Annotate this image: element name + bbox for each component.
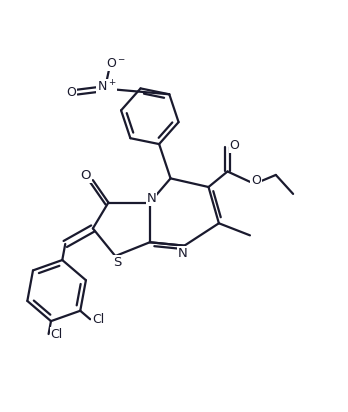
Text: O: O [66, 86, 76, 98]
Text: N: N [147, 192, 157, 205]
Text: Cl: Cl [92, 313, 104, 326]
Text: N: N [178, 247, 188, 260]
Text: S: S [113, 256, 121, 269]
Text: O: O [229, 139, 239, 152]
Text: O$^-$: O$^-$ [106, 57, 126, 70]
Text: O: O [81, 169, 91, 183]
Text: Cl: Cl [50, 328, 63, 341]
Text: N$^+$: N$^+$ [96, 80, 116, 95]
Text: O: O [251, 174, 261, 187]
